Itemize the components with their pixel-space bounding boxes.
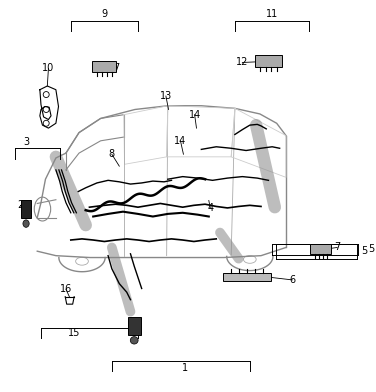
- Text: 7: 7: [113, 64, 120, 73]
- Text: 1: 1: [182, 363, 188, 372]
- Bar: [223, 273, 271, 281]
- Text: 12: 12: [236, 58, 249, 67]
- Text: 4: 4: [207, 203, 213, 213]
- Text: 13: 13: [160, 91, 172, 101]
- Text: 10: 10: [42, 64, 55, 73]
- Text: 8: 8: [109, 149, 115, 159]
- Ellipse shape: [23, 220, 29, 227]
- Text: 7: 7: [334, 243, 340, 252]
- Text: 14: 14: [174, 136, 186, 146]
- Text: 16: 16: [60, 284, 72, 294]
- Text: 11: 11: [266, 9, 278, 19]
- Text: 5: 5: [361, 246, 367, 256]
- Bar: [128, 317, 141, 335]
- Text: 15: 15: [68, 328, 81, 338]
- Bar: [21, 200, 31, 218]
- Text: 3: 3: [23, 137, 29, 147]
- Text: 5: 5: [368, 244, 375, 254]
- Bar: [92, 61, 117, 72]
- Bar: [311, 244, 331, 254]
- Text: 6: 6: [289, 275, 296, 285]
- Text: 2: 2: [17, 200, 23, 211]
- Bar: [255, 55, 282, 67]
- Text: 2: 2: [134, 326, 140, 336]
- Text: 9: 9: [101, 9, 108, 19]
- Text: 14: 14: [188, 110, 201, 120]
- Ellipse shape: [130, 337, 138, 344]
